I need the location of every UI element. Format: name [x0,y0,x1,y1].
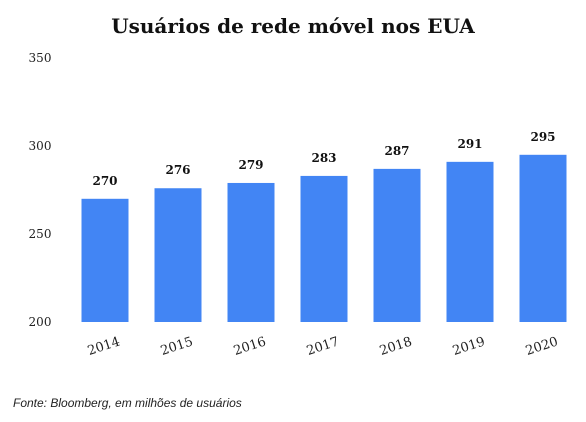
chart: Usuários de rede móvel nos EUA 200 250 300… [29,14,567,359]
x-tick-label-2015: 2015 [159,334,195,358]
data-label-2018: 287 [384,144,409,158]
data-label-2019: 291 [457,137,482,151]
bar-2019 [446,161,494,322]
bar-chart-plot: 200 250 300 350 270 276 279 283 287 291 295 2014 2… [29,51,567,359]
bar-2018 [373,168,421,322]
chart-title: Usuários de rede móvel nos EUA [111,14,475,38]
x-tick-label-2016: 2016 [232,334,268,358]
data-label-2016: 279 [238,158,263,172]
data-label-2014: 270 [92,174,117,188]
data-label-2017: 283 [311,151,336,165]
y-tick-label: 250 [29,227,52,241]
data-label-2020: 295 [530,130,555,144]
bar-2017 [300,175,348,322]
bar-2014 [81,198,129,322]
source-note: Fonte: Bloomberg, em milhões de usuários [13,396,242,410]
bar-2015 [154,188,202,322]
data-label-2015: 276 [165,163,190,177]
x-tick-label-2020: 2020 [524,334,560,358]
bar-2020 [519,154,567,322]
x-tick-label-2014: 2014 [86,334,122,358]
x-tick-label-2017: 2017 [305,334,341,358]
y-tick-label: 200 [29,315,52,329]
y-tick-label: 350 [29,51,52,65]
x-tick-label-2018: 2018 [378,334,414,358]
x-tick-label-2019: 2019 [451,334,487,358]
y-tick-label: 300 [29,139,52,153]
bar-2016 [227,182,275,322]
